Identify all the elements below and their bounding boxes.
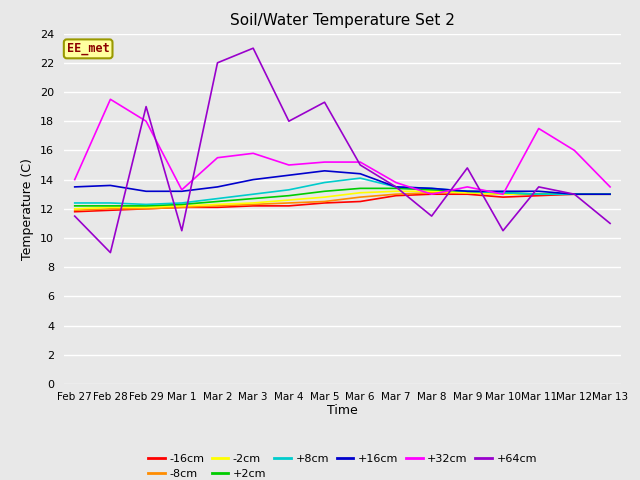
Title: Soil/Water Temperature Set 2: Soil/Water Temperature Set 2 <box>230 13 455 28</box>
Y-axis label: Temperature (C): Temperature (C) <box>22 158 35 260</box>
X-axis label: Time: Time <box>327 405 358 418</box>
Text: EE_met: EE_met <box>67 42 109 55</box>
Legend: -16cm, -8cm, -2cm, +2cm, +8cm, +16cm, +32cm, +64cm: -16cm, -8cm, -2cm, +2cm, +8cm, +16cm, +3… <box>143 449 541 480</box>
